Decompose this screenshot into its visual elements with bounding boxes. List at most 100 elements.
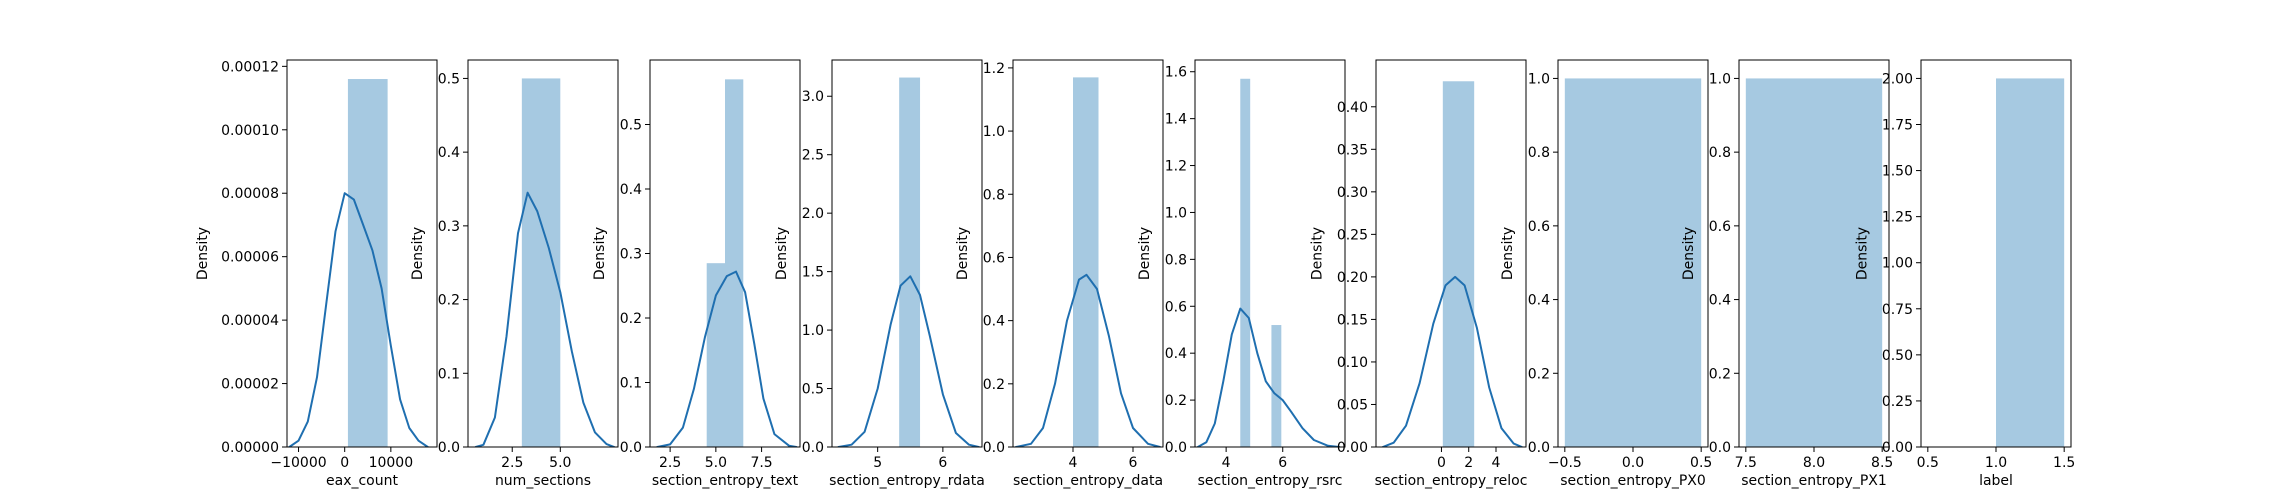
y-tick-label: 0.6 (1165, 299, 1187, 315)
y-tick-label: 0.0 (1709, 440, 1731, 456)
y-tick-label: 0.0 (438, 440, 460, 456)
hist-bar (1442, 81, 1475, 447)
hist-bar (1240, 78, 1251, 447)
x-tick-label: 2.5 (659, 455, 681, 471)
y-tick-label: 1.6 (1165, 65, 1187, 81)
x-tick-label: 6 (1278, 455, 1287, 471)
y-tick-label: 1.0 (983, 124, 1005, 140)
y-tick-label: 0.4 (1709, 293, 1731, 309)
y-tick-label: 1.0 (1528, 71, 1550, 87)
x-tick-label: 0 (340, 455, 349, 471)
y-tick-label: 0.00012 (221, 59, 279, 75)
y-tick-label: 0.35 (1337, 142, 1368, 158)
y-tick-label: 0.10 (1337, 355, 1368, 371)
y-tick-label: 0.2 (1165, 393, 1187, 409)
y-axis-label: Density (1500, 227, 1516, 280)
kde-line (288, 192, 429, 447)
y-tick-label: 0.00002 (221, 377, 279, 393)
y-tick-label: 0.2 (1709, 366, 1731, 382)
y-axis-label: Density (955, 227, 971, 280)
y-tick-label: 0.8 (1709, 145, 1731, 161)
y-tick-label: 0.0 (1165, 440, 1187, 456)
y-tick-label: 0.8 (1528, 145, 1550, 161)
kde-line (1381, 275, 1523, 447)
y-tick-label: 0.2 (983, 377, 1005, 393)
axes-frame (831, 59, 983, 448)
y-tick-label: 0.4 (1165, 346, 1187, 362)
y-tick-label: 0.0 (1528, 440, 1550, 456)
x-tick-label: 6 (938, 455, 947, 471)
subplot-3: 2.5 5.0 7.5 0.0 0.1 0.2 0.3 0.4 0.5 section_entro… (592, 59, 801, 489)
plot-area (1015, 77, 1161, 447)
hist-bar (899, 77, 921, 447)
y-axis-label: Density (592, 227, 608, 280)
plot-area (656, 79, 798, 447)
x-axis-label: eax_count (326, 473, 398, 489)
y-tick-label: 1.25 (1882, 210, 1913, 226)
y-tick-label: 0.00 (1337, 440, 1368, 456)
plot-area (1381, 81, 1523, 447)
x-axis-label: section_entropy_PX0 (1560, 473, 1706, 489)
hist-bar (1271, 325, 1282, 447)
y-tick-label: 0.25 (1337, 227, 1368, 243)
x-tick-label: 0 (1437, 455, 1446, 471)
y-tick-label: 0.0 (620, 440, 642, 456)
x-tick-label: 5.0 (549, 455, 571, 471)
hist-bar (1745, 78, 1883, 447)
y-tick-label: 0.4 (620, 182, 642, 198)
y-tick-label: 1.2 (983, 61, 1005, 77)
hist-bar (725, 79, 744, 447)
y-axis-label: Density (410, 227, 426, 280)
x-tick-label: −10000 (270, 455, 326, 471)
y-tick-label: 0.50 (1882, 348, 1913, 364)
subplot-6: 4 6 0.0 0.2 0.4 0.6 0.8 1.0 1.2 1.4 1.6 section_ent… (1137, 59, 1346, 489)
hist-bar (1073, 77, 1099, 447)
kde-line (837, 275, 980, 447)
hist-bar (521, 78, 561, 447)
subplot-10: 0.5 1.0 1.5 0.00 0.25 0.50 0.75 1.00 1.25 1.50 1.7… (1855, 59, 2075, 489)
axes-frame (286, 59, 438, 448)
hist-bar (347, 79, 388, 447)
y-tick-label: 0.00 (1882, 440, 1913, 456)
x-axis-label: label (1979, 473, 2013, 489)
y-tick-label: 0.75 (1882, 302, 1913, 318)
y-axis-label: Density (1855, 227, 1871, 280)
y-tick-label: 0.1 (438, 366, 460, 382)
x-tick-label: 2 (1464, 455, 1473, 471)
y-tick-label: 0.00000 (221, 440, 279, 456)
y-tick-label: 2.00 (1882, 71, 1913, 87)
y-tick-label: 0.5 (620, 118, 642, 134)
plot-area (837, 77, 980, 447)
plot-area (1745, 78, 1883, 447)
y-tick-label: 0.4 (1528, 293, 1550, 309)
y-tick-label: 0.2 (620, 311, 642, 327)
x-tick-label: 0.5 (1917, 455, 1939, 471)
x-tick-label: 4 (1492, 455, 1501, 471)
axes-frame (1194, 59, 1346, 448)
x-axis-label: section_entropy_rsrc (1198, 473, 1343, 489)
subplot-9: 7.5 8.0 8.5 0.0 0.2 0.4 0.6 0.8 1.0 section_entro… (1681, 59, 1893, 489)
y-axis-label: Density (1137, 227, 1153, 280)
hist-bar (1996, 78, 2065, 447)
x-axis-label: section_entropy_reloc (1375, 473, 1528, 489)
kde-line (474, 191, 616, 447)
y-tick-label: 0.4 (983, 314, 1005, 330)
y-axis-label: Density (774, 227, 790, 280)
y-tick-label: 1.0 (1165, 205, 1187, 221)
y-tick-label: 1.4 (1165, 112, 1187, 128)
y-tick-label: 0.05 (1337, 397, 1368, 413)
subplot-5: 4 6 0.0 0.2 0.4 0.6 0.8 1.0 1.2 section_entropy_d… (955, 59, 1164, 489)
y-tick-label: 0.8 (983, 187, 1005, 203)
y-tick-label: 0.0 (983, 440, 1005, 456)
y-tick-label: 1.5 (802, 265, 824, 281)
y-tick-label: 0.0 (802, 440, 824, 456)
y-tick-label: 0.40 (1337, 100, 1368, 116)
kde-line (656, 270, 798, 447)
y-axis-label: Density (1310, 227, 1326, 280)
x-tick-label: −0.5 (1548, 455, 1582, 471)
y-tick-label: 1.50 (1882, 164, 1913, 180)
y-tick-label: 0.20 (1337, 270, 1368, 286)
plot-area (288, 79, 429, 447)
x-tick-label: 4 (1222, 455, 1231, 471)
hist-bar (1564, 78, 1702, 447)
